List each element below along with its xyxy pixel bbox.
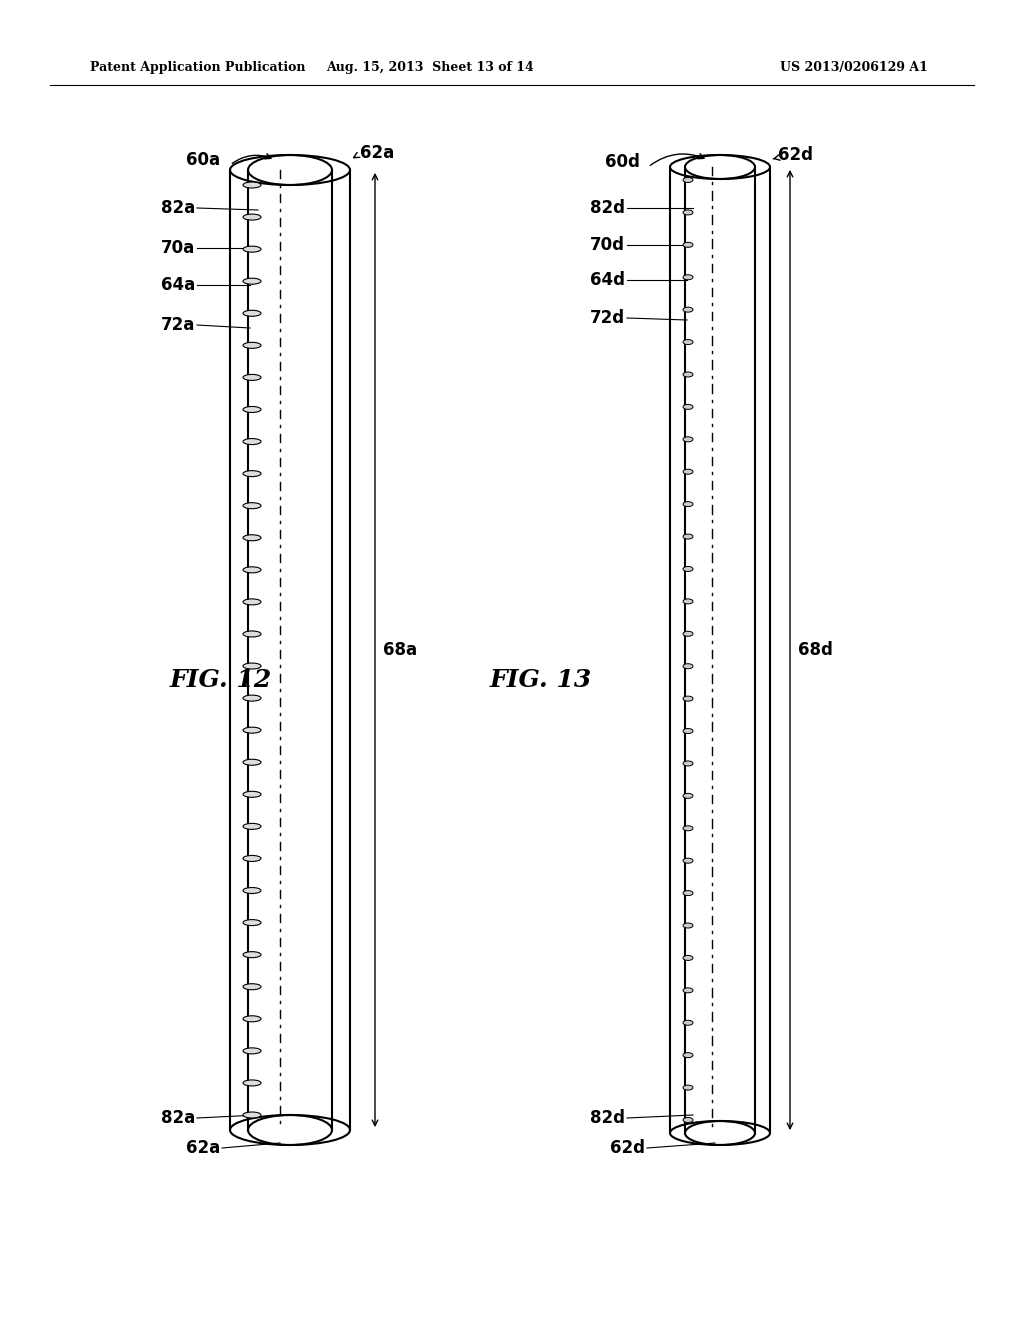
Ellipse shape [243,952,261,957]
Text: 72a: 72a [161,315,195,334]
Ellipse shape [683,437,693,442]
Ellipse shape [243,535,261,541]
Ellipse shape [683,404,693,409]
Ellipse shape [683,566,693,572]
Ellipse shape [683,1020,693,1026]
Ellipse shape [243,471,261,477]
Ellipse shape [683,535,693,539]
Ellipse shape [683,1118,693,1122]
Text: FIG. 12: FIG. 12 [170,668,272,692]
Ellipse shape [683,956,693,961]
Ellipse shape [243,503,261,508]
Ellipse shape [683,1052,693,1057]
Ellipse shape [683,987,693,993]
Text: 82a: 82a [161,199,195,216]
Text: 82d: 82d [590,1109,625,1127]
Ellipse shape [243,1111,261,1118]
Text: 62a: 62a [185,1139,220,1158]
Text: 62d: 62d [778,147,813,164]
Ellipse shape [683,1085,693,1090]
Ellipse shape [243,246,261,252]
Text: US 2013/0206129 A1: US 2013/0206129 A1 [780,62,928,74]
Ellipse shape [683,372,693,378]
Ellipse shape [243,599,261,605]
Ellipse shape [243,214,261,220]
Ellipse shape [683,243,693,247]
Text: 62a: 62a [360,144,394,162]
Ellipse shape [683,793,693,799]
Ellipse shape [683,339,693,345]
Ellipse shape [243,375,261,380]
Text: 82a: 82a [161,1109,195,1127]
Ellipse shape [243,727,261,733]
Ellipse shape [683,275,693,280]
Ellipse shape [683,891,693,895]
Ellipse shape [683,599,693,603]
Ellipse shape [683,469,693,474]
Text: 62d: 62d [610,1139,645,1158]
Ellipse shape [243,759,261,766]
Ellipse shape [683,826,693,830]
Ellipse shape [243,887,261,894]
Text: FIG. 13: FIG. 13 [490,668,592,692]
Text: 68a: 68a [383,642,417,659]
Ellipse shape [243,791,261,797]
Ellipse shape [243,310,261,317]
Ellipse shape [243,407,261,412]
Ellipse shape [243,566,261,573]
Ellipse shape [243,1080,261,1086]
Ellipse shape [243,1016,261,1022]
Text: Patent Application Publication: Patent Application Publication [90,62,305,74]
Ellipse shape [683,631,693,636]
Text: Aug. 15, 2013  Sheet 13 of 14: Aug. 15, 2013 Sheet 13 of 14 [326,62,534,74]
Ellipse shape [243,1048,261,1053]
Ellipse shape [243,631,261,638]
Text: 60d: 60d [605,153,640,172]
Ellipse shape [243,824,261,829]
Ellipse shape [683,210,693,215]
Text: 70d: 70d [590,236,625,253]
Ellipse shape [243,696,261,701]
Text: 82d: 82d [590,199,625,216]
Ellipse shape [243,279,261,284]
Ellipse shape [683,760,693,766]
Text: 70a: 70a [161,239,195,257]
Ellipse shape [243,342,261,348]
Ellipse shape [683,308,693,312]
Text: 72d: 72d [590,309,625,327]
Text: 64a: 64a [161,276,195,294]
Ellipse shape [243,663,261,669]
Ellipse shape [243,182,261,187]
Text: 64d: 64d [590,271,625,289]
Ellipse shape [683,177,693,182]
Ellipse shape [243,920,261,925]
Ellipse shape [243,855,261,862]
Ellipse shape [243,438,261,445]
Text: 68d: 68d [798,642,833,659]
Ellipse shape [683,696,693,701]
Ellipse shape [243,983,261,990]
Ellipse shape [683,858,693,863]
Ellipse shape [683,664,693,669]
Ellipse shape [683,502,693,507]
Ellipse shape [683,729,693,734]
Ellipse shape [683,923,693,928]
Text: 60a: 60a [186,150,220,169]
